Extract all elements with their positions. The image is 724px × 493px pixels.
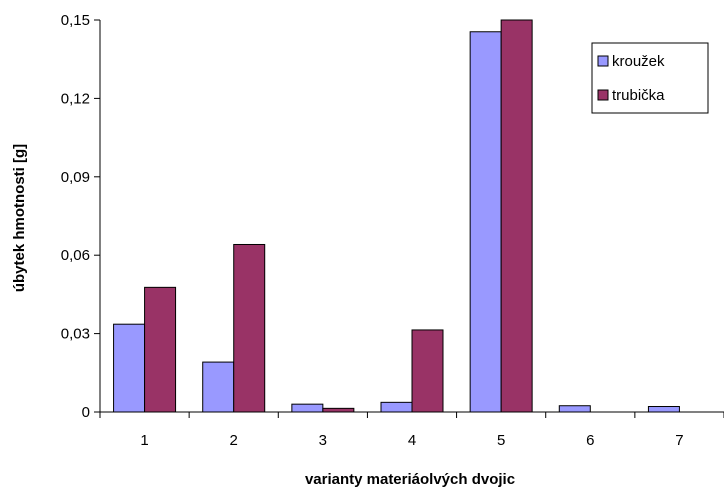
x-ticks-group: 1 2 3 4 5 6 7 [99, 412, 724, 449]
x-tick-label-6: 6 [586, 432, 594, 449]
y-tick-label: 0 [82, 404, 90, 421]
y-ticks-group: 0 0,03 0,06 0,09 0,12 0,15 [61, 12, 100, 421]
legend-label-krouzek: kroužek [612, 53, 665, 70]
bar-krouzek-2 [202, 361, 235, 413]
axes-group [99, 20, 724, 413]
bar-krouzek-7 [647, 406, 680, 413]
bars-group [113, 19, 680, 413]
bar-trubicka-2 [233, 243, 266, 413]
legend-label-trubicka: trubička [612, 87, 665, 104]
x-tick-label-4: 4 [408, 432, 416, 449]
y-axis-title: úbytek hmotnosti [g] [11, 144, 28, 292]
y-tick-label: 0,06 [61, 247, 90, 264]
legend: kroužek trubička [591, 42, 709, 114]
x-axis-title: varianty materiáolvých dvojic [305, 471, 515, 488]
x-tick-label-3: 3 [319, 432, 327, 449]
x-tick-label-7: 7 [675, 432, 683, 449]
x-tick-label-1: 1 [140, 432, 148, 449]
y-tick-label: 0,03 [61, 326, 90, 343]
bar-trubicka-3 [322, 407, 355, 413]
bar-krouzek-3 [291, 403, 324, 413]
bar-krouzek-4 [380, 401, 413, 413]
bar-trubicka-1 [144, 286, 177, 413]
y-tick-label: 0,15 [61, 12, 90, 29]
y-tick-label: 0,12 [61, 90, 90, 107]
bar-krouzek-5 [469, 31, 502, 413]
bar-krouzek-6 [558, 405, 591, 413]
legend-box [591, 42, 709, 114]
x-tick-label-5: 5 [497, 432, 505, 449]
y-tick-label: 0,09 [61, 169, 90, 186]
x-tick-label-2: 2 [230, 432, 238, 449]
bar-trubicka-4 [411, 329, 444, 413]
bar-krouzek-1 [113, 323, 146, 413]
legend-swatch-krouzek [597, 55, 609, 67]
bar-trubicka-5 [500, 19, 533, 413]
legend-swatch-trubicka [597, 89, 609, 101]
